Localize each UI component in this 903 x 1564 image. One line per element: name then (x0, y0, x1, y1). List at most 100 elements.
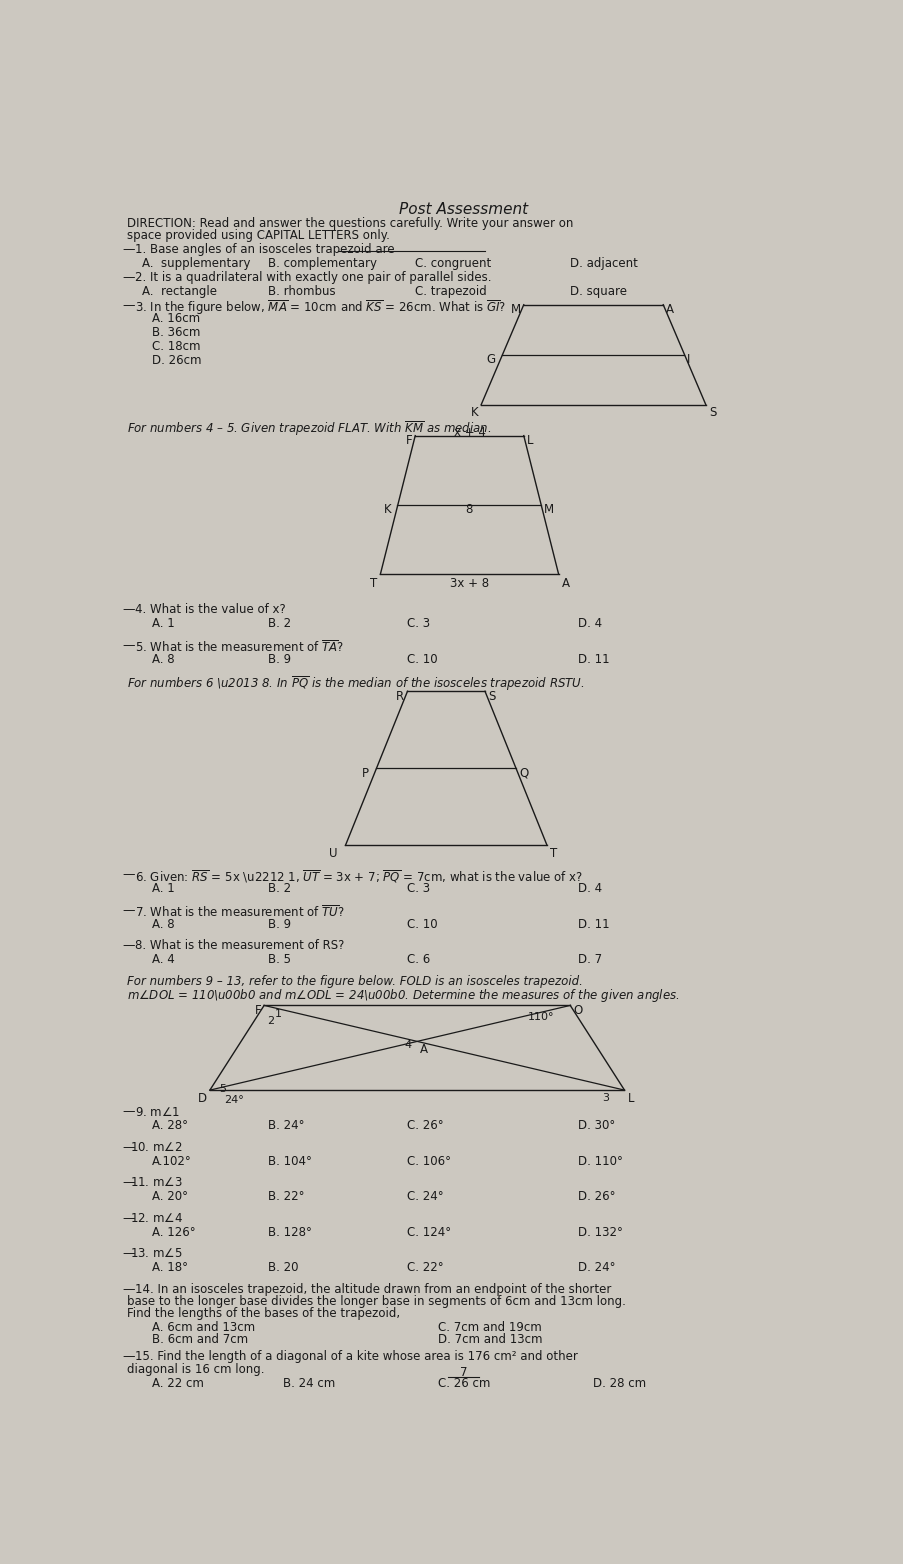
Text: 1: 1 (275, 1009, 282, 1018)
Text: R: R (396, 690, 404, 702)
Text: D. 26°: D. 26° (577, 1190, 615, 1203)
Text: A. 18°: A. 18° (152, 1261, 188, 1275)
Text: B. 2: B. 2 (267, 882, 291, 895)
Text: 4. What is the value of x?: 4. What is the value of x? (135, 604, 285, 616)
Text: B. complementary: B. complementary (267, 256, 377, 271)
Text: P: P (361, 766, 368, 780)
Text: 14. In an isosceles trapezoid, the altitude drawn from an endpoint of the shorte: 14. In an isosceles trapezoid, the altit… (135, 1282, 610, 1295)
Text: DIRECTION: Read and answer the questions carefully. Write your answer on: DIRECTION: Read and answer the questions… (126, 217, 573, 230)
Text: B. 36cm: B. 36cm (152, 327, 200, 339)
Text: For numbers 6 \u2013 8. In $\overline{PQ}$ is the median of the isosceles trapez: For numbers 6 \u2013 8. In $\overline{PQ… (126, 674, 584, 693)
Text: For numbers 4 – 5. Given trapezoid FLAT. With $\overline{KM}$ as median.: For numbers 4 – 5. Given trapezoid FLAT.… (126, 419, 491, 438)
Text: B. 104°: B. 104° (267, 1154, 312, 1168)
Text: A. 1: A. 1 (152, 618, 174, 630)
Text: A. 28°: A. 28° (152, 1120, 188, 1132)
Text: C. 10: C. 10 (407, 918, 438, 931)
Text: 3. In the figure below, $\overline{MA}$ = 10cm and $\overline{KS}$ = 26cm. What : 3. In the figure below, $\overline{MA}$ … (135, 299, 506, 317)
Text: O: O (573, 1004, 582, 1017)
Text: A. 126°: A. 126° (152, 1226, 195, 1239)
Text: 8: 8 (464, 504, 472, 516)
Text: B. 20: B. 20 (267, 1261, 298, 1275)
Text: C. 22°: C. 22° (407, 1261, 443, 1275)
Text: T: T (369, 577, 377, 590)
Text: A: A (666, 303, 674, 316)
Text: —: — (122, 1247, 135, 1261)
Text: —: — (122, 1350, 135, 1364)
Text: B. 22°: B. 22° (267, 1190, 304, 1203)
Text: space provided using CAPITAL LETTERS only.: space provided using CAPITAL LETTERS onl… (126, 230, 389, 242)
Text: —: — (122, 1142, 135, 1154)
Text: A.  supplementary: A. supplementary (143, 256, 251, 271)
Text: —: — (122, 242, 135, 256)
Text: B. 128°: B. 128° (267, 1226, 312, 1239)
Text: D. 28 cm: D. 28 cm (593, 1376, 646, 1389)
Text: I: I (686, 353, 690, 366)
Text: A.  rectangle: A. rectangle (143, 285, 218, 297)
Text: C. 26 cm: C. 26 cm (438, 1376, 490, 1389)
Text: 12. m$\angle$4: 12. m$\angle$4 (130, 1212, 183, 1225)
Text: D. 24°: D. 24° (577, 1261, 615, 1275)
Text: 8. What is the measurement of RS?: 8. What is the measurement of RS? (135, 940, 344, 952)
Text: D. 132°: D. 132° (577, 1226, 622, 1239)
Text: D. 110°: D. 110° (577, 1154, 622, 1168)
Text: B. 24°: B. 24° (267, 1120, 304, 1132)
Text: 110°: 110° (527, 1012, 554, 1021)
Text: S: S (708, 407, 715, 419)
Text: G: G (486, 353, 496, 366)
Text: C. 3: C. 3 (407, 882, 430, 895)
Text: D. adjacent: D. adjacent (570, 256, 638, 271)
Text: C. 24°: C. 24° (407, 1190, 443, 1203)
Text: T: T (550, 846, 557, 860)
Text: C. 26°: C. 26° (407, 1120, 443, 1132)
Text: C. trapezoid: C. trapezoid (414, 285, 487, 297)
Text: 11. m$\angle$3: 11. m$\angle$3 (130, 1176, 182, 1189)
Text: 2. It is a quadrilateral with exactly one pair of parallel sides.: 2. It is a quadrilateral with exactly on… (135, 271, 490, 283)
Text: 4: 4 (404, 1040, 411, 1049)
Text: C. 10: C. 10 (407, 652, 438, 666)
Text: C. congruent: C. congruent (414, 256, 491, 271)
Text: C. 7cm and 19cm: C. 7cm and 19cm (438, 1322, 542, 1334)
Text: 5. What is the measurement of $\overline{TA}$?: 5. What is the measurement of $\overline… (135, 640, 344, 655)
Text: A. 22 cm: A. 22 cm (152, 1376, 203, 1389)
Text: A. 20°: A. 20° (152, 1190, 188, 1203)
Text: 3: 3 (601, 1093, 609, 1103)
Text: Q: Q (518, 766, 527, 780)
Text: 13. m$\angle$5: 13. m$\angle$5 (130, 1247, 182, 1261)
Text: F: F (405, 435, 412, 447)
Text: 10. m$\angle$2: 10. m$\angle$2 (130, 1142, 182, 1154)
Text: A: A (561, 577, 569, 590)
Text: D. 4: D. 4 (577, 618, 601, 630)
Text: —: — (122, 604, 135, 616)
Text: diagonal is 16 cm long.: diagonal is 16 cm long. (126, 1362, 265, 1376)
Text: —: — (122, 868, 135, 882)
Text: A. 8: A. 8 (152, 918, 174, 931)
Text: K: K (470, 407, 478, 419)
Text: D: D (198, 1092, 207, 1104)
Text: D. 7cm and 13cm: D. 7cm and 13cm (438, 1334, 543, 1347)
Text: —: — (122, 1282, 135, 1295)
Text: 24°: 24° (224, 1095, 243, 1104)
Text: Find the lengths of the bases of the trapezoid,: Find the lengths of the bases of the tra… (126, 1308, 400, 1320)
Text: m$\angle$DOL = 110\u00b0 and m$\angle$ODL = 24\u00b0. Determine the measures of : m$\angle$DOL = 110\u00b0 and m$\angle$OD… (126, 987, 679, 1004)
Text: base to the longer base divides the longer base in segments of 6cm and 13cm long: base to the longer base divides the long… (126, 1295, 625, 1308)
Text: M: M (544, 504, 554, 516)
Text: D. 30°: D. 30° (577, 1120, 615, 1132)
Text: 6. Given: $\overline{RS}$ = 5x \u2212 1, $\overline{UT}$ = 3x + 7; $\overline{PQ: 6. Given: $\overline{RS}$ = 5x \u2212 1,… (135, 868, 582, 885)
Text: A. 1: A. 1 (152, 882, 174, 895)
Text: A. 16cm: A. 16cm (152, 313, 200, 325)
Text: A: A (420, 1043, 428, 1056)
Text: 1. Base angles of an isosceles trapezoid are: 1. Base angles of an isosceles trapezoid… (135, 242, 394, 256)
Text: Post Assessment: Post Assessment (398, 202, 527, 216)
Text: M: M (510, 303, 520, 316)
Text: A. 6cm and 13cm: A. 6cm and 13cm (152, 1322, 255, 1334)
Text: 2: 2 (267, 1017, 274, 1026)
Text: C. 6: C. 6 (407, 952, 430, 967)
Text: x + 4: x + 4 (453, 427, 485, 439)
Text: D. square: D. square (570, 285, 627, 297)
Text: L: L (526, 435, 533, 447)
Text: —: — (122, 1106, 135, 1118)
Text: —: — (122, 299, 135, 311)
Text: 7. What is the measurement of $\overline{TU}$?: 7. What is the measurement of $\overline… (135, 904, 344, 920)
Text: 7: 7 (459, 1365, 467, 1379)
Text: —: — (122, 271, 135, 283)
